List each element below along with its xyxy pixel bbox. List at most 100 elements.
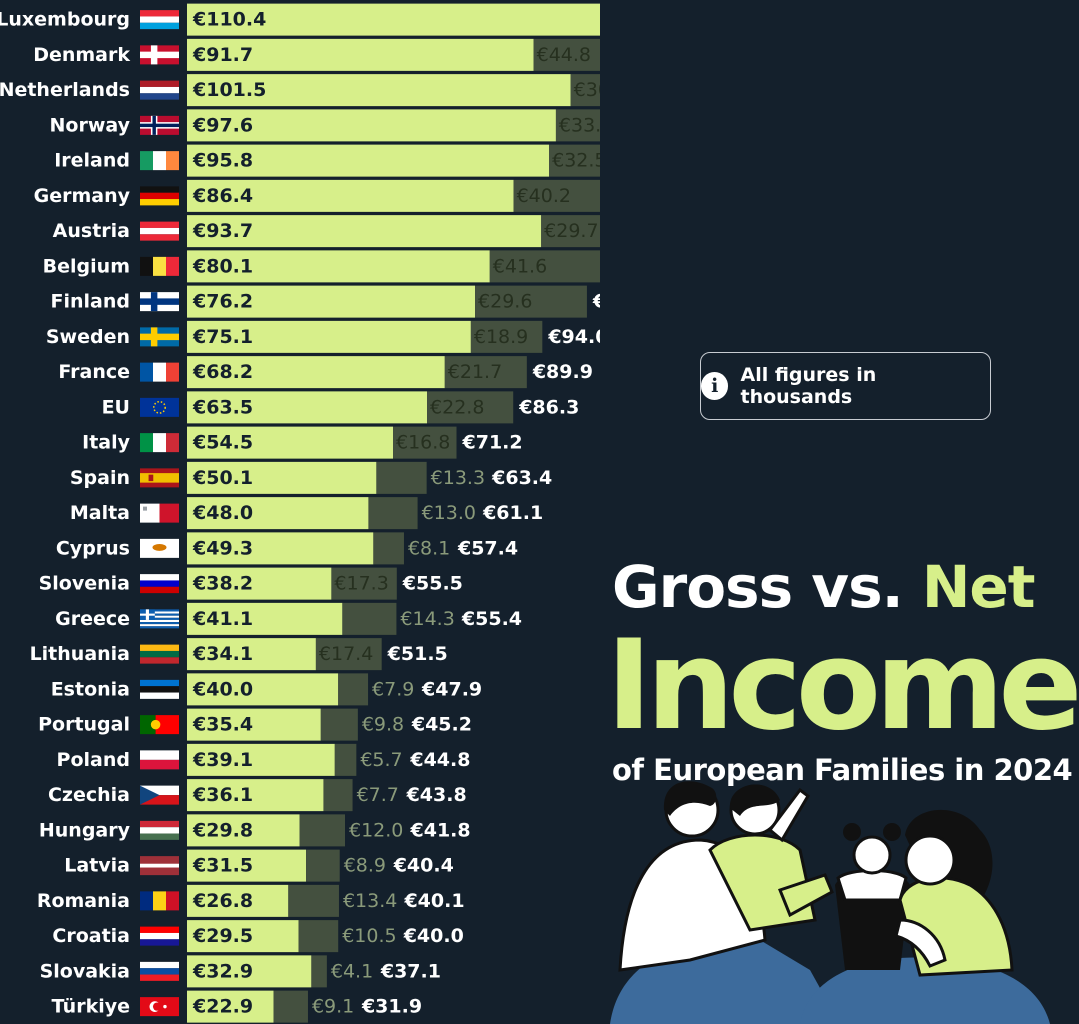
mother-head-shape	[904, 834, 956, 886]
luxembourg-flag-icon	[140, 10, 179, 30]
italy-flag-icon	[140, 433, 179, 453]
eu-flag-icon	[140, 397, 179, 417]
tax-bar	[541, 215, 600, 248]
net-bar	[187, 38, 534, 71]
latvia-flag-icon	[140, 856, 179, 876]
tax-value-label: €4.1	[331, 960, 373, 982]
lithuania-flag-icon	[140, 644, 179, 664]
gross-value-label: €45.2	[411, 714, 472, 736]
tax-value-label: €33.8	[559, 114, 600, 136]
gross-value-label: €89.9	[532, 361, 593, 383]
country-label: Netherlands	[0, 79, 130, 101]
denmark-flag-icon	[140, 45, 179, 65]
tax-bar	[376, 461, 427, 494]
gross-value-label: €44.8	[409, 749, 470, 771]
france-flag-icon	[140, 362, 179, 382]
cyprus-flag-icon	[140, 538, 179, 558]
net-value-label: €26.8	[192, 890, 253, 912]
net-value-label: €97.6	[192, 114, 253, 136]
net-value-label: €101.5	[192, 79, 266, 101]
gross-value-label: €57.4	[457, 537, 518, 559]
croatia-flag-icon	[140, 926, 179, 946]
gross-value-label: €55.4	[461, 608, 522, 630]
country-label: Croatia	[52, 925, 130, 947]
tax-value-label: €44.8	[537, 44, 591, 66]
tax-value-label: €7.7	[357, 784, 399, 806]
girl-bun-left-shape	[843, 823, 861, 841]
net-bar	[187, 356, 445, 389]
net-bar	[187, 179, 514, 212]
country-label: Austria	[53, 220, 130, 242]
romania-flag-icon	[140, 891, 179, 911]
country-label: Spain	[70, 467, 130, 489]
family-illustration	[610, 781, 1050, 1024]
tax-value-label: €14.3	[400, 608, 454, 630]
country-label: Denmark	[33, 44, 130, 66]
net-value-label: €41.1	[192, 608, 253, 630]
tax-bar	[320, 708, 358, 741]
country-label: Estonia	[51, 678, 130, 700]
net-bar	[187, 708, 321, 741]
country-label: Norway	[50, 114, 131, 136]
country-label: Lithuania	[30, 643, 130, 665]
tax-bar	[306, 849, 340, 882]
turkiye-flag-icon	[140, 997, 179, 1017]
net-value-label: €38.2	[192, 573, 253, 595]
net-bar	[187, 391, 428, 424]
country-label: Türkiye	[52, 996, 130, 1018]
tax-value-label: €17.3	[334, 573, 388, 595]
tax-bar	[549, 144, 600, 177]
net-bar	[187, 109, 556, 142]
net-bar	[187, 849, 307, 882]
tax-bar	[373, 532, 404, 565]
tax-bar	[555, 109, 600, 142]
tax-value-label: €9.1	[312, 996, 354, 1018]
net-bar	[187, 532, 374, 565]
net-value-label: €80.1	[192, 255, 253, 277]
tax-value-label: €7.9	[372, 678, 414, 700]
tax-value-label: €13.0	[422, 502, 476, 524]
girl-bun-right-shape	[883, 823, 901, 841]
country-label: Romania	[37, 890, 130, 912]
tax-bar	[513, 179, 600, 212]
net-value-label: €39.1	[192, 749, 253, 771]
net-value-label: €86.4	[192, 185, 253, 207]
tax-value-label: €21.7	[448, 361, 502, 383]
units-note: i All figures in thousands	[700, 352, 991, 420]
tax-value-label: €32.5	[552, 150, 600, 172]
net-value-label: €22.9	[192, 996, 253, 1018]
net-value-label: €63.5	[192, 396, 253, 418]
country-label: Slovenia	[39, 573, 130, 595]
gross-value-label: €37.1	[380, 960, 441, 982]
net-value-label: €93.7	[192, 220, 253, 242]
net-bar	[187, 461, 377, 494]
net-bar	[187, 602, 343, 635]
gross-value-label: €94.0	[547, 326, 600, 348]
gross-value-label: €61.1	[482, 502, 543, 524]
belgium-flag-icon	[140, 256, 179, 276]
net-bar	[187, 426, 394, 459]
gross-value-label: €71.2	[462, 432, 523, 454]
tax-value-label: €17.4	[319, 643, 373, 665]
net-value-label: €49.3	[192, 537, 253, 559]
gross-value-label: €105.8	[592, 291, 600, 313]
tax-bar	[323, 779, 353, 812]
tax-bar	[334, 743, 357, 776]
net-value-label: €34.1	[192, 643, 253, 665]
title-income: Income	[606, 614, 1079, 758]
slovakia-flag-icon	[140, 961, 179, 981]
country-label: Czechia	[48, 784, 130, 806]
net-value-label: €36.1	[192, 784, 253, 806]
net-value-label: €35.4	[192, 714, 253, 736]
net-bar	[187, 497, 369, 530]
gross-value-label: €31.9	[361, 996, 422, 1018]
tax-bar	[273, 990, 308, 1023]
greece-flag-icon	[140, 609, 179, 629]
info-icon: i	[701, 372, 729, 400]
austria-flag-icon	[140, 221, 179, 241]
child-hair-shape	[729, 784, 780, 816]
gross-value-label: €40.1	[403, 890, 464, 912]
tax-bar	[331, 567, 397, 600]
girl-head-shape	[852, 835, 892, 875]
tax-bar	[570, 74, 600, 107]
